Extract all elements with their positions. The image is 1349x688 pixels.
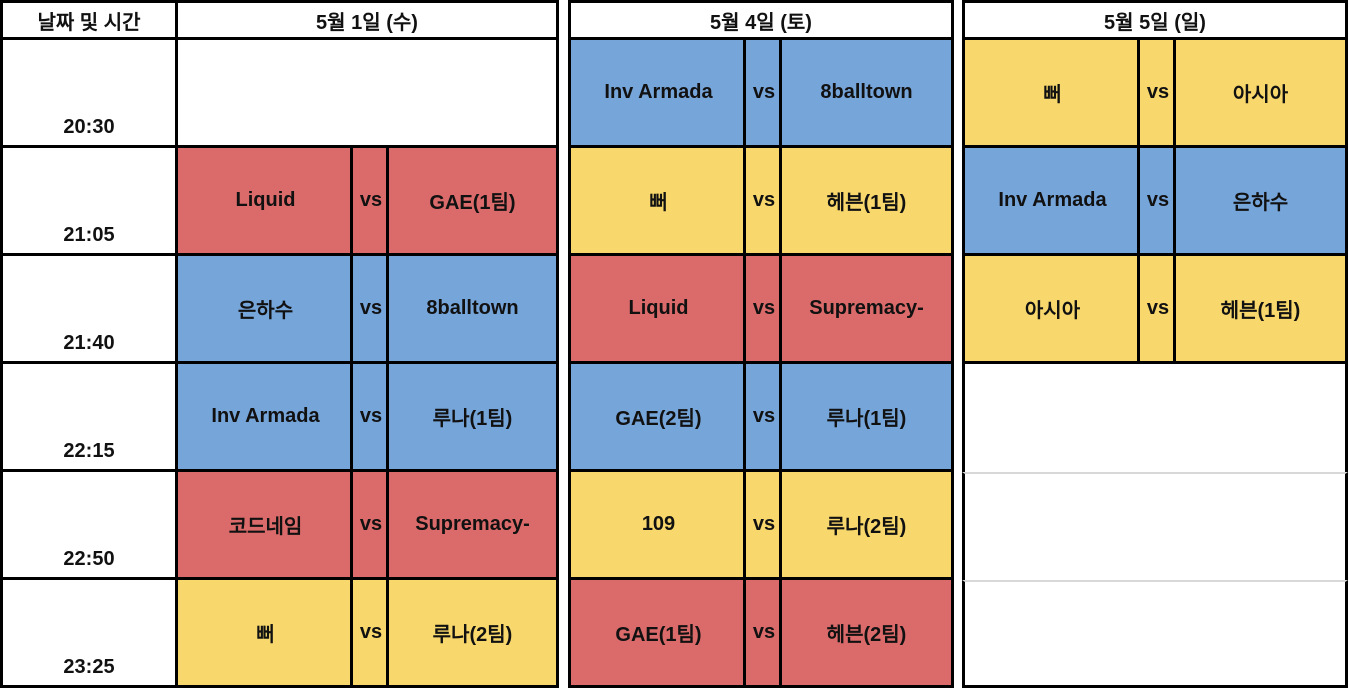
vs-label: vs <box>743 580 782 688</box>
empty-slot <box>962 580 1348 688</box>
team2-cell: 헤븐(1팀) <box>779 148 954 256</box>
team1-cell: Inv Armada <box>962 148 1140 256</box>
team1-cell: 109 <box>568 472 746 580</box>
vs-label: vs <box>1137 256 1176 364</box>
empty-slot <box>175 40 559 148</box>
team1-cell: Liquid <box>175 148 353 256</box>
team2-cell: 루나(2팀) <box>779 472 954 580</box>
vs-label: vs <box>350 148 389 256</box>
team1-cell: Inv Armada <box>568 40 746 148</box>
vs-label: vs <box>350 364 389 472</box>
vs-label: vs <box>350 256 389 364</box>
team1-cell: Liquid <box>568 256 746 364</box>
time-slot: 20:30 <box>0 40 178 148</box>
time-slot: 22:50 <box>0 472 178 580</box>
team2-cell: 아시아 <box>1173 40 1348 148</box>
team2-cell: Supremacy- <box>386 472 559 580</box>
vs-label: vs <box>1137 40 1176 148</box>
team1-cell: 코드네임 <box>175 472 353 580</box>
vs-label: vs <box>743 256 782 364</box>
time-slot: 21:40 <box>0 256 178 364</box>
team1-cell: GAE(2팀) <box>568 364 746 472</box>
team1-cell: 뻐 <box>175 580 353 688</box>
team1-cell: 뻐 <box>568 148 746 256</box>
vs-label: vs <box>743 148 782 256</box>
team2-cell: 루나(1팀) <box>386 364 559 472</box>
team1-cell: 아시아 <box>962 256 1140 364</box>
team2-cell: 8balltown <box>779 40 954 148</box>
time-slot: 21:05 <box>0 148 178 256</box>
header-time-label: 날짜 및 시간 <box>0 0 178 40</box>
vs-label: vs <box>743 40 782 148</box>
divider <box>962 361 1348 364</box>
header-day: 5월 1일 (수) <box>175 0 559 40</box>
team2-cell: 은하수 <box>1173 148 1348 256</box>
time-slot: 22:15 <box>0 364 178 472</box>
team2-cell: 헤븐(2팀) <box>779 580 954 688</box>
vs-label: vs <box>350 580 389 688</box>
header-day: 5월 4일 (토) <box>568 0 954 40</box>
team2-cell: 루나(1팀) <box>779 364 954 472</box>
team2-cell: 헤븐(1팀) <box>1173 256 1348 364</box>
team2-cell: 8balltown <box>386 256 559 364</box>
header-day: 5월 5일 (일) <box>962 0 1348 40</box>
vs-label: vs <box>1137 148 1176 256</box>
team2-cell: GAE(1팀) <box>386 148 559 256</box>
team1-cell: 뻐 <box>962 40 1140 148</box>
team2-cell: Supremacy- <box>779 256 954 364</box>
vs-label: vs <box>350 472 389 580</box>
empty-slot <box>962 472 1348 580</box>
vs-label: vs <box>743 364 782 472</box>
team2-cell: 루나(2팀) <box>386 580 559 688</box>
empty-slot <box>962 364 1348 472</box>
team1-cell: GAE(1팀) <box>568 580 746 688</box>
team1-cell: Inv Armada <box>175 364 353 472</box>
time-slot: 23:25 <box>0 580 178 688</box>
team1-cell: 은하수 <box>175 256 353 364</box>
vs-label: vs <box>743 472 782 580</box>
